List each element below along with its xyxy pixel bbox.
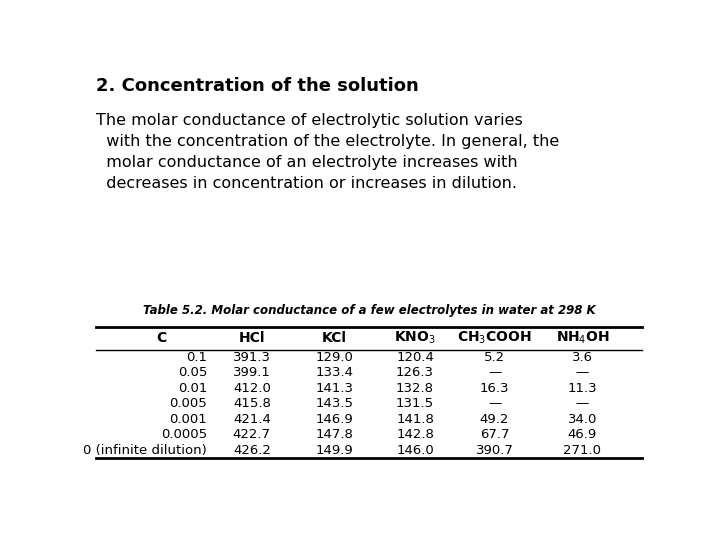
Text: 16.3: 16.3: [480, 382, 509, 395]
Text: CH$_3$COOH: CH$_3$COOH: [457, 330, 532, 346]
Text: 0.001: 0.001: [169, 413, 207, 426]
Text: KCl: KCl: [322, 331, 346, 345]
Text: 141.3: 141.3: [315, 382, 353, 395]
Text: 34.0: 34.0: [568, 413, 597, 426]
Text: 11.3: 11.3: [567, 382, 598, 395]
Text: 412.0: 412.0: [233, 382, 271, 395]
Text: 147.8: 147.8: [315, 428, 353, 441]
Text: 120.4: 120.4: [396, 351, 434, 364]
Text: 0.005: 0.005: [169, 397, 207, 410]
Text: 422.7: 422.7: [233, 428, 271, 441]
Text: 3.6: 3.6: [572, 351, 593, 364]
Text: 141.8: 141.8: [396, 413, 434, 426]
Text: 0.05: 0.05: [178, 366, 207, 379]
Text: KNO$_3$: KNO$_3$: [394, 330, 436, 346]
Text: 390.7: 390.7: [476, 443, 513, 456]
Text: 129.0: 129.0: [315, 351, 353, 364]
Text: —: —: [576, 397, 589, 410]
Text: 133.4: 133.4: [315, 366, 353, 379]
Text: 0.01: 0.01: [178, 382, 207, 395]
Text: 415.8: 415.8: [233, 397, 271, 410]
Text: NH$_4$OH: NH$_4$OH: [556, 330, 609, 346]
Text: 132.8: 132.8: [396, 382, 434, 395]
Text: Table 5.2. Molar conductance of a few electrolytes in water at 298 K: Table 5.2. Molar conductance of a few el…: [143, 304, 595, 317]
Text: 67.7: 67.7: [480, 428, 509, 441]
Text: —: —: [488, 397, 501, 410]
Text: 126.3: 126.3: [396, 366, 434, 379]
Text: 271.0: 271.0: [564, 443, 601, 456]
Text: 421.4: 421.4: [233, 413, 271, 426]
Text: HCl: HCl: [238, 331, 265, 345]
Text: C: C: [156, 331, 166, 345]
Text: 49.2: 49.2: [480, 413, 509, 426]
Text: 426.2: 426.2: [233, 443, 271, 456]
Text: 146.9: 146.9: [315, 413, 353, 426]
Text: 5.2: 5.2: [484, 351, 505, 364]
Text: 391.3: 391.3: [233, 351, 271, 364]
Text: —: —: [576, 366, 589, 379]
Text: 0 (infinite dilution): 0 (infinite dilution): [84, 443, 207, 456]
Text: 143.5: 143.5: [315, 397, 353, 410]
Text: 0.1: 0.1: [186, 351, 207, 364]
Text: 131.5: 131.5: [396, 397, 434, 410]
Text: —: —: [488, 366, 501, 379]
Text: 2. Concentration of the solution: 2. Concentration of the solution: [96, 77, 418, 95]
Text: 142.8: 142.8: [396, 428, 434, 441]
Text: 149.9: 149.9: [315, 443, 353, 456]
Text: The molar conductance of electrolytic solution varies
  with the concentration o: The molar conductance of electrolytic so…: [96, 113, 559, 191]
Text: 46.9: 46.9: [568, 428, 597, 441]
Text: 0.0005: 0.0005: [161, 428, 207, 441]
Text: 399.1: 399.1: [233, 366, 271, 379]
Text: 146.0: 146.0: [396, 443, 434, 456]
